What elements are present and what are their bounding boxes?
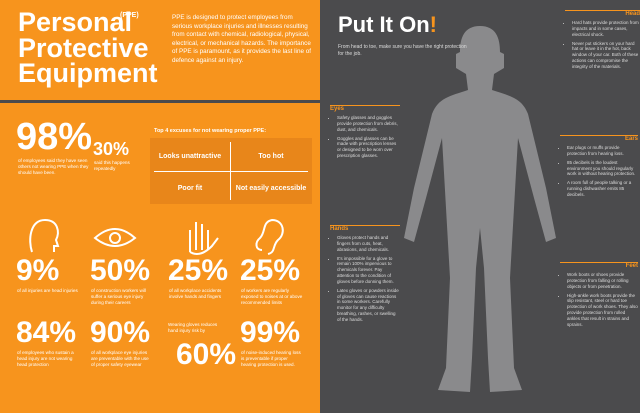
section: Eyes Safety glasses and goggles provide p… <box>330 105 400 162</box>
bullet: A room full of people talking or a runni… <box>567 180 638 198</box>
stat-value: 25% <box>168 254 229 287</box>
bullets: Work boots or shoes provide protection f… <box>560 272 638 328</box>
excuse: Poor fit <box>177 184 203 192</box>
section: Hands Gloves protect hands and fingers fr… <box>330 225 400 326</box>
excuses-grid: Looks unattractive Too hot Poor fit Not … <box>150 138 312 204</box>
section: Feet Work boots or shoes provide protecti… <box>560 262 638 331</box>
section-title: Head <box>625 11 640 17</box>
bullet: Work boots or shoes provide protection f… <box>567 272 638 290</box>
bullets: Ear plugs or muffs provide protection fr… <box>560 145 638 198</box>
section-title: Ears <box>624 136 638 142</box>
excuse: Looks unattractive <box>158 152 222 160</box>
stat-text: of employees who sustain a head injury a… <box>17 350 74 367</box>
abbr: (PPE) <box>120 12 139 19</box>
section-title: Feet <box>625 263 638 269</box>
bullet: Hard hats provide protection from impact… <box>572 20 640 38</box>
right-panel: Put It On! From head to toe, make sure y… <box>320 0 640 413</box>
stat-text: of employees said they have seen others … <box>18 158 89 175</box>
bullet: Goggles and glasses can be made with pre… <box>337 136 400 159</box>
bullet: It's impossible for a glove to remain 10… <box>337 256 400 285</box>
stat-text: of all workplace accidents involve hands… <box>169 288 222 299</box>
stat-text: Wearing gloves reduces hand injury risk … <box>168 322 218 333</box>
eye-icon <box>93 228 137 247</box>
stat-text: of all injuries are head injuries <box>17 288 78 293</box>
bullet: 85 decibels is the loudest environment y… <box>567 160 638 178</box>
stat-text: of noise-induced hearing loss is prevent… <box>241 350 301 367</box>
intro: PPE is designed to protect employees fro… <box>172 14 311 64</box>
excuse: Not easily accessible <box>235 184 307 192</box>
head-icon <box>29 218 60 253</box>
stat-value: 90% <box>90 316 151 349</box>
bullet: Latex gloves or powders inside of gloves… <box>337 288 400 323</box>
figure <box>404 26 556 392</box>
hand-icon <box>189 222 219 255</box>
title-text: Put It On <box>338 12 430 37</box>
stat-value: 25% <box>240 254 301 287</box>
bullet: Gloves protect hands and fingers from cu… <box>337 235 400 253</box>
subtitle: From head to toe, make sure you have the… <box>338 44 467 57</box>
stat-value: 9% <box>16 254 60 287</box>
put-on-title: Put It On! <box>338 12 437 38</box>
stat-text: of all workplace eye injuries are preven… <box>91 350 149 367</box>
bullets: Safety glasses and goggles provide prote… <box>330 115 400 159</box>
stat-value: 98% <box>16 116 93 158</box>
bullets: Hard hats provide protection from impact… <box>565 20 640 70</box>
section: Ears Ear plugs or muffs provide protectio… <box>560 135 638 201</box>
stat-value: 99% <box>240 316 301 349</box>
grid-line <box>154 171 308 172</box>
section-title: Hands <box>330 226 349 232</box>
excuses-box: Top 4 excuses for not wearing proper PPE… <box>150 122 312 204</box>
stat-value: 60% <box>176 338 237 371</box>
title-exclaim: ! <box>429 12 437 37</box>
section-title: Eyes <box>330 106 345 112</box>
bullet: Ear plugs or muffs provide protection fr… <box>567 145 638 157</box>
bullet: Safety glasses and goggles provide prote… <box>337 115 400 133</box>
stat-value: 30% <box>93 139 130 159</box>
bullets: Gloves protect hands and fingers from cu… <box>330 235 400 323</box>
stat-text: of construction workers will suffer a se… <box>91 288 146 305</box>
left-panel: Personal Protective Equipment (PPE) PPE … <box>0 0 320 413</box>
bullet: High-ankle work boots provide the slip r… <box>567 293 638 328</box>
divider <box>0 100 320 103</box>
title: Personal Protective Equipment <box>18 7 158 89</box>
icons <box>29 218 284 255</box>
stat-text: of workers are regularly exposed to nois… <box>241 288 303 305</box>
ear-icon <box>255 218 284 255</box>
stat-value: 84% <box>16 316 77 349</box>
eye-icon <box>109 232 121 244</box>
stat-value: 50% <box>90 254 151 287</box>
section: Head Hard hats provide protection from im… <box>565 10 640 73</box>
excuses-title: Top 4 excuses for not wearing proper PPE… <box>154 128 267 134</box>
silhouette <box>404 26 556 392</box>
bullet: Never put stickers on your hard hat or l… <box>572 41 640 70</box>
stat-text: said this happens repeatedly <box>94 160 130 171</box>
excuse: Too hot <box>258 152 284 160</box>
